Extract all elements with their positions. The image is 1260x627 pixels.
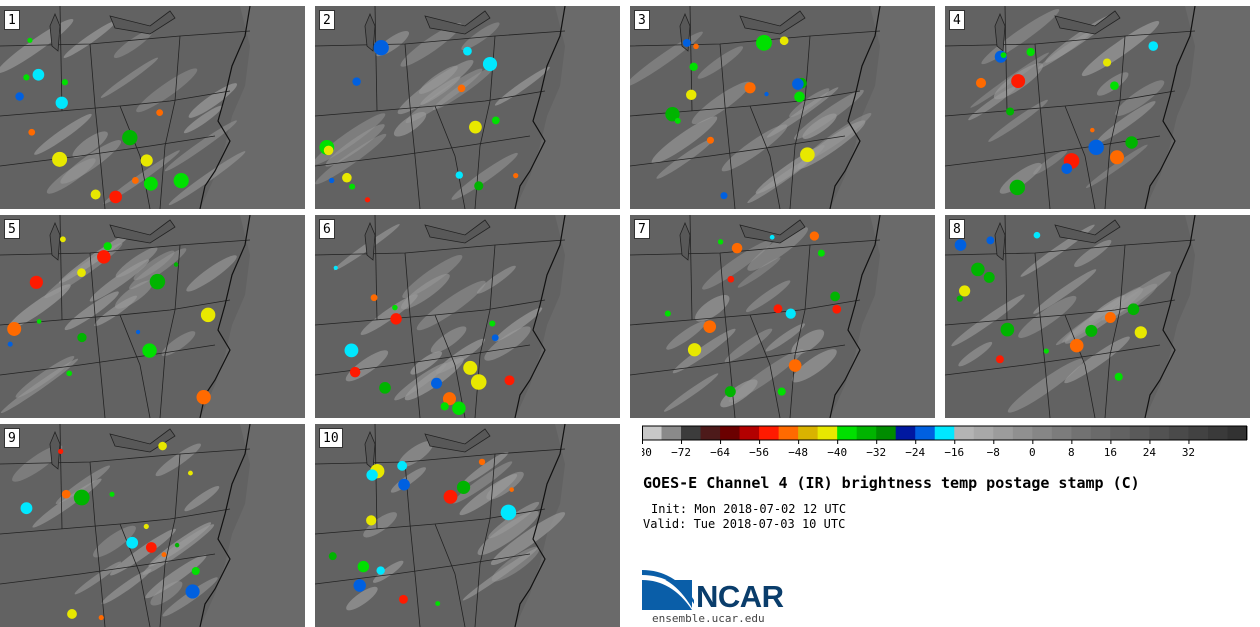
colorbar-swatch	[739, 426, 760, 440]
init-time: Init: Mon 2018-07-02 12 UTC	[651, 502, 847, 516]
colorbar-swatch	[1188, 426, 1209, 440]
colorbar-tick-label: 32	[1182, 446, 1195, 459]
map-panel: 7	[630, 215, 935, 418]
logo-url: ensemble.ucar.edu	[652, 612, 765, 625]
satellite-map	[0, 424, 305, 627]
map-panel: 3	[630, 6, 935, 209]
colorbar-swatch	[1012, 426, 1033, 440]
colorbar-swatch	[661, 426, 682, 440]
map-panel: 6	[315, 215, 620, 418]
colorbar-swatch	[1032, 426, 1053, 440]
satellite-map	[315, 424, 620, 627]
colorbar-swatch	[856, 426, 877, 440]
panel-number: 7	[634, 219, 650, 239]
map-panel: 8	[945, 215, 1250, 418]
panel-number: 8	[949, 219, 965, 239]
colorbar-tick-label: −40	[827, 446, 847, 459]
colorbar-tick-label: 24	[1143, 446, 1157, 459]
colorbar-tick-label: −48	[788, 446, 808, 459]
colorbar-swatch	[915, 426, 936, 440]
colorbar-swatch	[1149, 426, 1170, 440]
panel-number: 10	[319, 428, 343, 448]
colorbar-swatch	[1110, 426, 1131, 440]
valid-time: Valid: Tue 2018-07-03 10 UTC	[643, 517, 846, 531]
map-panel: 4	[945, 6, 1250, 209]
colorbar-tick-label: −80	[642, 446, 652, 459]
colorbar-tick-label: 8	[1068, 446, 1075, 459]
ncar-logo-text: NCAR	[696, 579, 784, 614]
colorbar-tick-label: −16	[944, 446, 964, 459]
colorbar-tick-label: 0	[1029, 446, 1036, 459]
satellite-map	[0, 215, 305, 418]
colorbar-swatch	[700, 426, 721, 440]
map-panel: 2	[315, 6, 620, 209]
colorbar-swatch	[1227, 426, 1248, 440]
colorbar-swatch	[1207, 426, 1228, 440]
panel-number: 1	[4, 10, 20, 30]
colorbar-swatch	[1071, 426, 1092, 440]
colorbar-tick-label: −24	[905, 446, 925, 459]
colorbar-tick-label: −32	[866, 446, 886, 459]
satellite-map	[0, 6, 305, 209]
ncar-logo-icon	[642, 570, 694, 610]
colorbar-swatch	[1129, 426, 1150, 440]
map-panel: 5	[0, 215, 305, 418]
panel-number: 6	[319, 219, 335, 239]
satellite-map	[315, 6, 620, 209]
colorbar-swatch	[817, 426, 838, 440]
satellite-map	[945, 6, 1250, 209]
colorbar-swatch	[993, 426, 1014, 440]
panel-number: 5	[4, 219, 20, 239]
colorbar-tick-label: −8	[987, 446, 1000, 459]
colorbar-tick-label: −72	[671, 446, 691, 459]
satellite-map	[630, 6, 935, 209]
colorbar-tick-label: 16	[1104, 446, 1117, 459]
satellite-map	[315, 215, 620, 418]
panel-number: 3	[634, 10, 650, 30]
map-panel: 9	[0, 424, 305, 627]
colorbar-swatch	[876, 426, 897, 440]
colorbar-swatch	[954, 426, 975, 440]
colorbar-swatch	[759, 426, 780, 440]
panel-number: 9	[4, 428, 20, 448]
colorbar-swatch	[1051, 426, 1072, 440]
colorbar-swatch	[934, 426, 955, 440]
map-panel: 10	[315, 424, 620, 627]
colorbar-swatch	[778, 426, 799, 440]
panel-number: 2	[319, 10, 335, 30]
colorbar-tick-label: −64	[710, 446, 730, 459]
colorbar-swatch	[837, 426, 858, 440]
colorbar-swatch	[798, 426, 819, 440]
colorbar-swatch	[1090, 426, 1111, 440]
colorbar-swatch	[681, 426, 702, 440]
satellite-map	[630, 215, 935, 418]
colorbar-tick-label: −56	[749, 446, 769, 459]
colorbar-swatch	[720, 426, 741, 440]
colorbar-swatch	[973, 426, 994, 440]
colorbar-swatch	[642, 426, 663, 440]
map-panel: 1	[0, 6, 305, 209]
panel-number: 4	[949, 10, 965, 30]
colorbar-swatch	[1168, 426, 1189, 440]
colorbar-swatch	[895, 426, 916, 440]
satellite-map	[945, 215, 1250, 418]
figure-title: GOES-E Channel 4 (IR) brightness temp po…	[643, 474, 1140, 492]
